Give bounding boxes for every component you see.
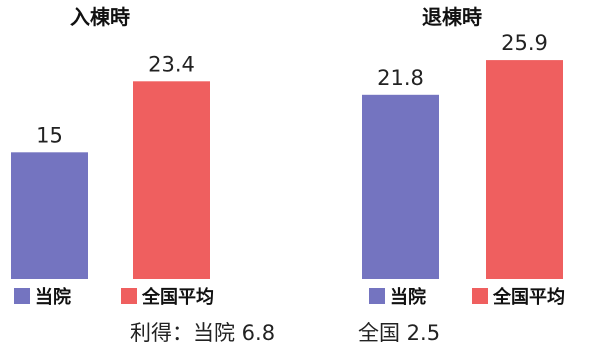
legend-label-admission-hospital: 当院 xyxy=(35,286,71,308)
legend-label-admission-national-average: 全国平均 xyxy=(141,286,214,308)
data-label-admission-hospital: 15 xyxy=(36,123,63,147)
legend-layer: 当院 全国平均 当院 全国平均 xyxy=(14,286,565,308)
data-label-discharge-hospital: 21.8 xyxy=(377,66,424,90)
legend-label-discharge-hospital: 当院 xyxy=(390,286,426,308)
bar-discharge-national-average xyxy=(486,60,563,279)
legend-label-discharge-national-average: 全国平均 xyxy=(492,286,565,308)
legend-swatch-discharge-national-average xyxy=(472,288,488,304)
footnote-national: 全国 2.5 xyxy=(358,321,440,345)
data-label-discharge-national-average: 25.9 xyxy=(501,31,548,55)
value-labels-layer: 15 23.4 21.8 25.9 xyxy=(36,31,548,147)
bars-layer xyxy=(11,60,563,279)
bar-admission-national-average xyxy=(133,81,210,279)
chart-title-discharge: 退棟時 xyxy=(422,5,482,29)
legend-swatch-admission-hospital xyxy=(14,288,30,304)
bar-admission-hospital xyxy=(11,152,88,279)
data-label-admission-national-average: 23.4 xyxy=(148,52,195,76)
footnote-gain: 利得：当院 6.8 xyxy=(130,321,275,345)
legend-swatch-discharge-hospital xyxy=(369,288,385,304)
chart-title-admission: 入棟時 xyxy=(70,5,130,29)
legend-swatch-admission-national-average xyxy=(121,288,137,304)
bar-discharge-hospital xyxy=(362,94,439,279)
